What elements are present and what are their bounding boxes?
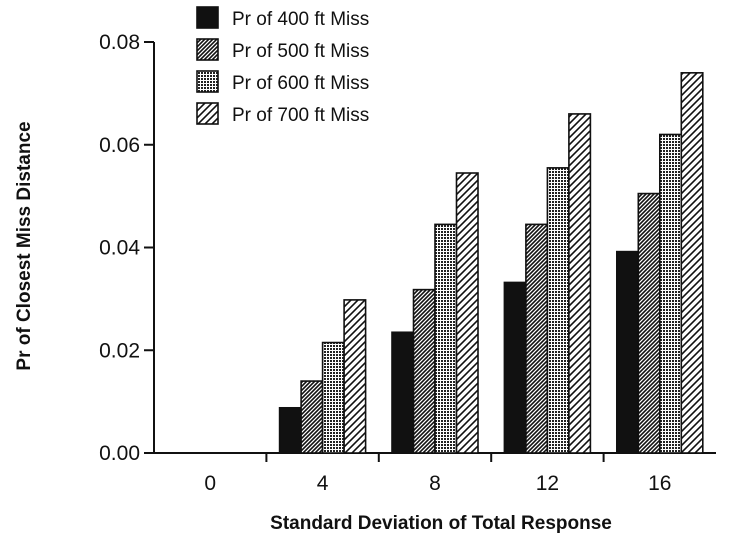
bar [278, 406, 302, 454]
legend-swatch [196, 102, 219, 125]
y-tick-label: 0.06 [99, 134, 140, 157]
bar [300, 380, 324, 454]
bar [680, 72, 704, 454]
legend-swatch [196, 6, 219, 29]
y-axis-ticks: 0.00 0.02 0.04 0.06 0.08 [99, 31, 154, 465]
legend-label: Pr of 500 ft Miss [232, 41, 369, 62]
x-tick-label: 0 [204, 472, 216, 495]
y-tick-label: 0.08 [99, 31, 140, 54]
x-axis-title: Standard Deviation of Total Response [270, 513, 612, 534]
bar [615, 250, 640, 454]
bar [525, 223, 549, 454]
legend-label: Pr of 400 ft Miss [232, 9, 369, 30]
x-tick-label: 12 [536, 472, 559, 495]
bar [658, 133, 683, 454]
legend-swatch [196, 38, 219, 61]
y-tick-label: 0.00 [99, 442, 140, 465]
legend-swatch [196, 70, 219, 93]
bar [455, 172, 479, 454]
bar [546, 167, 570, 454]
bar [503, 281, 527, 454]
bar [568, 113, 592, 454]
legend: Pr of 400 ft Miss Pr of 500 ft Miss Pr of … [196, 6, 369, 126]
y-axis-title: Pr of Closest Miss Distance [14, 121, 35, 370]
bar [321, 341, 345, 454]
y-tick-label: 0.04 [99, 237, 140, 260]
legend-label: Pr of 600 ft Miss [232, 73, 369, 94]
bar [637, 192, 661, 454]
x-tick-label: 16 [648, 472, 671, 495]
x-axis-ticks: 0 4 8 12 16 [204, 453, 671, 495]
bar [343, 299, 367, 454]
x-tick-label: 4 [317, 472, 329, 495]
legend-label: Pr of 700 ft Miss [232, 105, 369, 126]
y-tick-label: 0.02 [99, 339, 140, 362]
bar [391, 331, 415, 454]
x-tick-label: 8 [429, 472, 441, 495]
bar [412, 288, 436, 454]
bars [278, 72, 704, 454]
bar [434, 223, 458, 454]
